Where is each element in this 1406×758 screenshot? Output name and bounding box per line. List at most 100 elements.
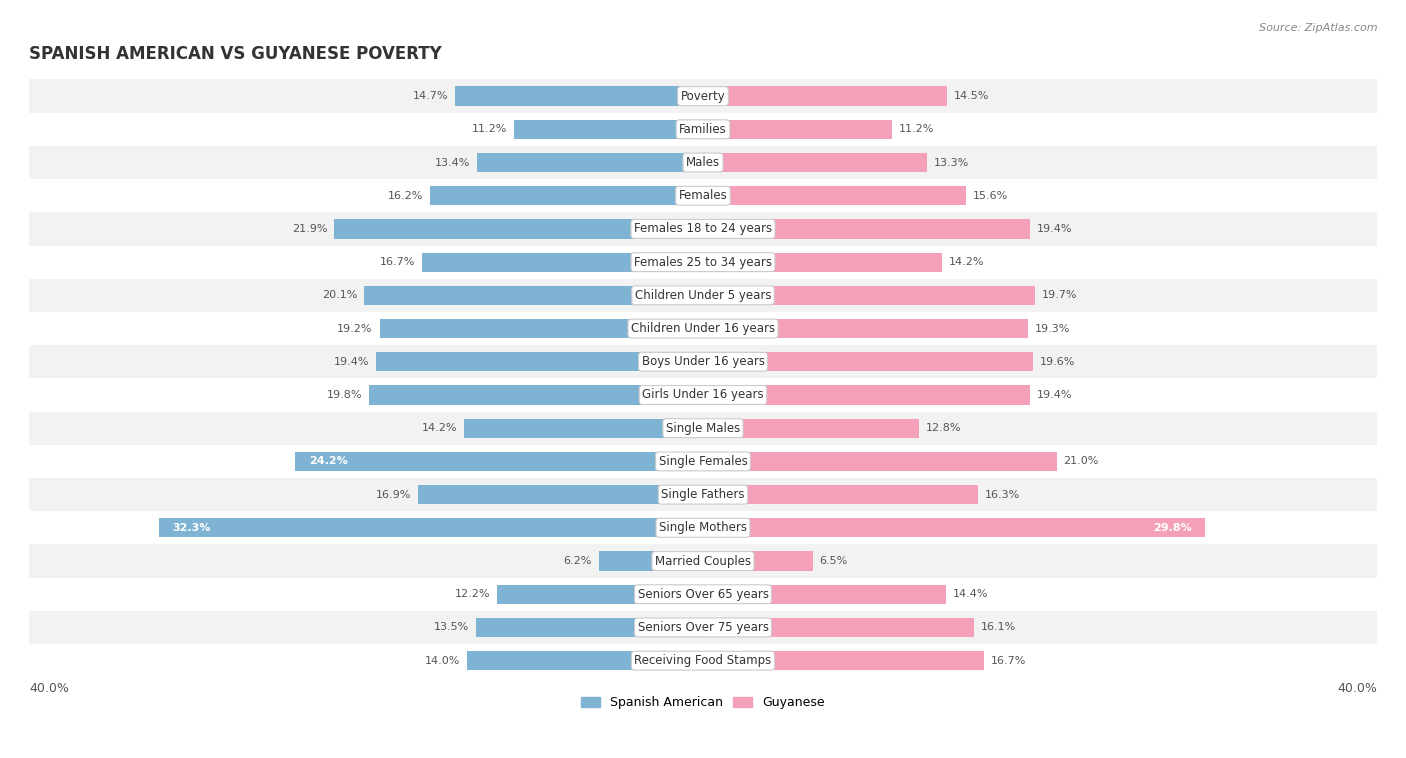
Bar [703, 485, 977, 504]
Text: 19.4%: 19.4% [333, 357, 370, 367]
Text: 14.7%: 14.7% [413, 91, 449, 101]
Text: 6.2%: 6.2% [564, 556, 592, 566]
Text: 19.4%: 19.4% [1036, 390, 1073, 400]
Bar [703, 153, 927, 172]
Text: Poverty: Poverty [681, 89, 725, 102]
Text: Seniors Over 65 years: Seniors Over 65 years [637, 587, 769, 601]
Text: Boys Under 16 years: Boys Under 16 years [641, 356, 765, 368]
Text: Families: Families [679, 123, 727, 136]
Text: 13.5%: 13.5% [433, 622, 468, 632]
Bar [30, 212, 1376, 246]
Bar [30, 412, 1376, 445]
Legend: Spanish American, Guyanese: Spanish American, Guyanese [576, 691, 830, 714]
Text: Males: Males [686, 156, 720, 169]
Text: 12.8%: 12.8% [925, 423, 960, 433]
Text: Females: Females [679, 190, 727, 202]
Text: Single Fathers: Single Fathers [661, 488, 745, 501]
Bar [30, 113, 1376, 146]
Bar [703, 186, 966, 205]
Bar [418, 485, 703, 504]
Bar [30, 179, 1376, 212]
Bar [703, 651, 984, 670]
Bar [703, 286, 1035, 305]
Text: 6.5%: 6.5% [820, 556, 848, 566]
Text: Receiving Food Stamps: Receiving Food Stamps [634, 654, 772, 667]
Bar [430, 186, 703, 205]
Bar [30, 246, 1376, 279]
Bar [364, 286, 703, 305]
Text: 16.1%: 16.1% [981, 622, 1017, 632]
Text: 14.4%: 14.4% [952, 589, 988, 600]
Bar [159, 518, 703, 537]
Bar [30, 279, 1376, 312]
Text: 11.2%: 11.2% [898, 124, 934, 134]
Bar [477, 153, 703, 172]
Text: 29.8%: 29.8% [1153, 523, 1192, 533]
Text: Single Mothers: Single Mothers [659, 522, 747, 534]
Text: Females 25 to 34 years: Females 25 to 34 years [634, 255, 772, 268]
Text: 13.3%: 13.3% [934, 158, 969, 168]
Text: 13.4%: 13.4% [434, 158, 471, 168]
Text: 19.7%: 19.7% [1042, 290, 1077, 300]
Text: 12.2%: 12.2% [456, 589, 491, 600]
Text: Married Couples: Married Couples [655, 555, 751, 568]
Text: 19.8%: 19.8% [328, 390, 363, 400]
Bar [335, 219, 703, 239]
Bar [30, 478, 1376, 511]
Bar [703, 385, 1029, 405]
Bar [30, 80, 1376, 113]
Text: 16.7%: 16.7% [991, 656, 1026, 666]
Text: 15.6%: 15.6% [973, 191, 1008, 201]
Bar [30, 345, 1376, 378]
Text: 14.2%: 14.2% [949, 257, 984, 267]
Bar [380, 319, 703, 338]
Text: 16.7%: 16.7% [380, 257, 415, 267]
Bar [703, 120, 891, 139]
Text: 19.4%: 19.4% [1036, 224, 1073, 234]
Bar [703, 618, 974, 637]
Bar [30, 146, 1376, 179]
Text: 21.0%: 21.0% [1063, 456, 1099, 466]
Text: 14.0%: 14.0% [425, 656, 460, 666]
Text: 16.2%: 16.2% [388, 191, 423, 201]
Bar [599, 551, 703, 571]
Bar [377, 352, 703, 371]
Text: 14.5%: 14.5% [955, 91, 990, 101]
Text: Children Under 16 years: Children Under 16 years [631, 322, 775, 335]
Text: 40.0%: 40.0% [30, 682, 69, 695]
Bar [515, 120, 703, 139]
Bar [30, 578, 1376, 611]
Text: Source: ZipAtlas.com: Source: ZipAtlas.com [1260, 23, 1378, 33]
Bar [467, 651, 703, 670]
Bar [498, 584, 703, 604]
Text: 14.2%: 14.2% [422, 423, 457, 433]
Bar [30, 644, 1376, 677]
Text: 40.0%: 40.0% [1337, 682, 1376, 695]
Bar [370, 385, 703, 405]
Bar [703, 518, 1205, 537]
Bar [703, 86, 948, 105]
Bar [703, 352, 1033, 371]
Bar [703, 252, 942, 272]
Bar [703, 452, 1057, 471]
Text: 19.2%: 19.2% [337, 324, 373, 334]
Text: 19.6%: 19.6% [1040, 357, 1076, 367]
Text: SPANISH AMERICAN VS GUYANESE POVERTY: SPANISH AMERICAN VS GUYANESE POVERTY [30, 45, 441, 63]
Text: Seniors Over 75 years: Seniors Over 75 years [637, 621, 769, 634]
Bar [422, 252, 703, 272]
Text: Girls Under 16 years: Girls Under 16 years [643, 389, 763, 402]
Bar [30, 511, 1376, 544]
Bar [30, 611, 1376, 644]
Bar [464, 418, 703, 438]
Text: Single Females: Single Females [658, 455, 748, 468]
Bar [703, 584, 946, 604]
Bar [295, 452, 703, 471]
Bar [30, 312, 1376, 345]
Text: 32.3%: 32.3% [173, 523, 211, 533]
Bar [703, 219, 1029, 239]
Bar [475, 618, 703, 637]
Bar [456, 86, 703, 105]
Bar [30, 378, 1376, 412]
Text: 21.9%: 21.9% [292, 224, 328, 234]
Text: 16.3%: 16.3% [984, 490, 1019, 500]
